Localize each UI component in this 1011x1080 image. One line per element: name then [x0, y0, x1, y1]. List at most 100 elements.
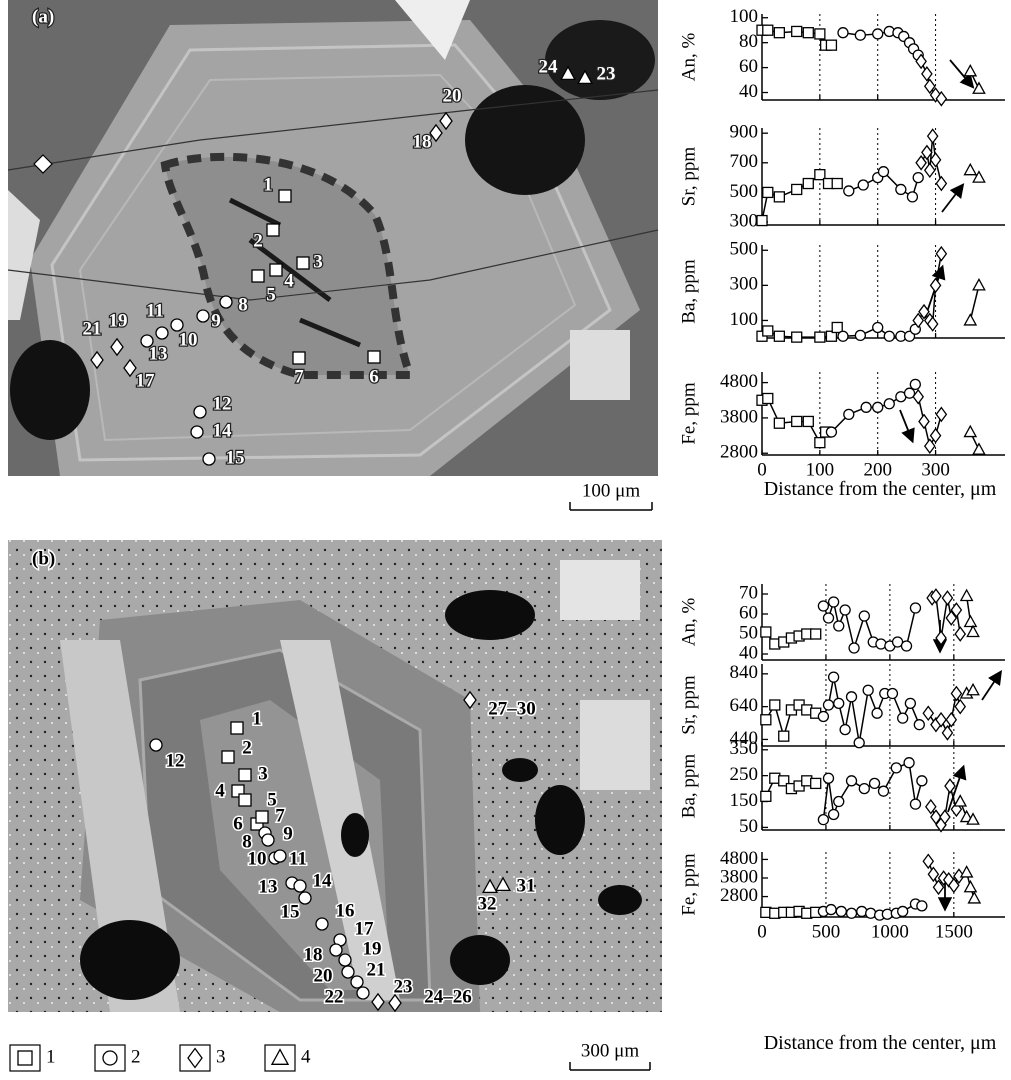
sample-point — [294, 880, 306, 892]
data-point — [858, 180, 868, 190]
data-point — [847, 692, 857, 702]
data-point — [818, 815, 828, 825]
point-label: 3 — [313, 251, 323, 272]
y-axis-label: Ba, ppm — [678, 259, 699, 324]
point-label: 4 — [284, 270, 294, 291]
point-label: 15 — [281, 901, 300, 922]
y-axis-label: Sr, ppm — [678, 147, 699, 207]
data-point — [838, 28, 848, 38]
data-point — [922, 67, 932, 81]
data-point — [811, 778, 821, 788]
point-label: 13 — [149, 343, 168, 364]
data-point — [792, 332, 802, 342]
data-point — [829, 672, 839, 682]
y-axis-label: An, % — [678, 598, 699, 647]
y-tick-label: 2800 — [720, 885, 758, 906]
data-point — [884, 331, 894, 341]
data-point — [866, 908, 876, 918]
data-point — [792, 26, 802, 36]
data-point — [931, 279, 941, 293]
data-point — [902, 641, 912, 651]
data-point — [879, 786, 889, 796]
sample-point — [156, 327, 168, 339]
point-label: 15 — [226, 447, 245, 468]
point-label: 20 — [443, 85, 462, 106]
panel-label: (a) — [32, 6, 54, 27]
data-point — [873, 322, 883, 332]
x-tick-label: 1500 — [935, 921, 973, 942]
y-axis-label: Ba, ppm — [678, 754, 699, 819]
sample-point — [197, 310, 209, 322]
y-tick-label: 300 — [730, 274, 759, 295]
data-point — [925, 439, 935, 453]
data-point — [855, 330, 865, 340]
y-tick-label: 50 — [739, 622, 758, 643]
y-tick-label: 250 — [730, 764, 759, 785]
data-point — [879, 167, 889, 177]
x-axis-label: Distance from the center, μm — [749, 1032, 1011, 1054]
y-tick-label: 50 — [739, 816, 758, 837]
data-point — [844, 186, 854, 196]
point-label: 19 — [109, 310, 128, 331]
y-tick-label: 70 — [739, 582, 758, 603]
data-point — [973, 444, 985, 455]
legend-marker — [18, 1051, 32, 1065]
data-point — [973, 279, 985, 290]
data-point — [774, 28, 784, 38]
data-point — [763, 326, 773, 336]
y-tick-label: 500 — [730, 239, 759, 260]
data-point — [774, 331, 784, 341]
data-point — [942, 726, 952, 740]
y-tick-label: 350 — [730, 738, 759, 759]
data-point — [965, 616, 977, 627]
data-point — [896, 184, 906, 194]
y-axis-label: Fe, ppm — [678, 853, 699, 916]
data-point — [936, 631, 946, 645]
point-label: 14 — [313, 870, 333, 891]
y-tick-label: 150 — [730, 790, 759, 811]
sample-point — [297, 257, 309, 269]
panel-label: (b) — [32, 548, 55, 569]
point-label: 12 — [213, 393, 232, 414]
sample-point — [339, 954, 351, 966]
data-point — [955, 627, 965, 641]
legend-marker — [103, 1051, 117, 1065]
point-label: 32 — [478, 893, 497, 914]
data-point — [824, 700, 834, 710]
data-point — [965, 314, 977, 325]
data-point — [829, 597, 839, 607]
data-point — [967, 684, 979, 695]
data-point — [905, 698, 915, 708]
point-label: 12 — [166, 750, 185, 771]
sample-point — [274, 850, 286, 862]
data-point — [951, 687, 961, 701]
point-label: 6 — [369, 366, 379, 387]
data-point — [961, 590, 973, 601]
y-tick-label: 300 — [730, 210, 759, 231]
sample-point — [299, 892, 311, 904]
point-label: 16 — [336, 900, 355, 921]
sample-point — [279, 190, 291, 202]
data-point — [834, 698, 844, 708]
data-point — [826, 427, 836, 437]
data-point — [969, 892, 981, 903]
data-point — [761, 627, 771, 637]
data-point — [863, 685, 873, 695]
data-point — [917, 901, 927, 911]
data-point — [849, 643, 859, 653]
point-label: 24 — [539, 56, 559, 77]
sample-point — [231, 722, 243, 734]
point-label: 11 — [146, 300, 164, 321]
data-point — [965, 65, 977, 76]
point-label: 23 — [394, 976, 413, 997]
data-point — [945, 779, 955, 793]
data-point — [973, 83, 985, 94]
data-point — [870, 778, 880, 788]
point-label: 13 — [259, 876, 278, 897]
data-point — [811, 629, 821, 639]
point-label: 3 — [258, 763, 268, 784]
y-tick-label: 2800 — [720, 442, 758, 463]
data-point — [928, 868, 938, 882]
data-point — [818, 601, 828, 611]
y-tick-label: 40 — [739, 81, 758, 102]
